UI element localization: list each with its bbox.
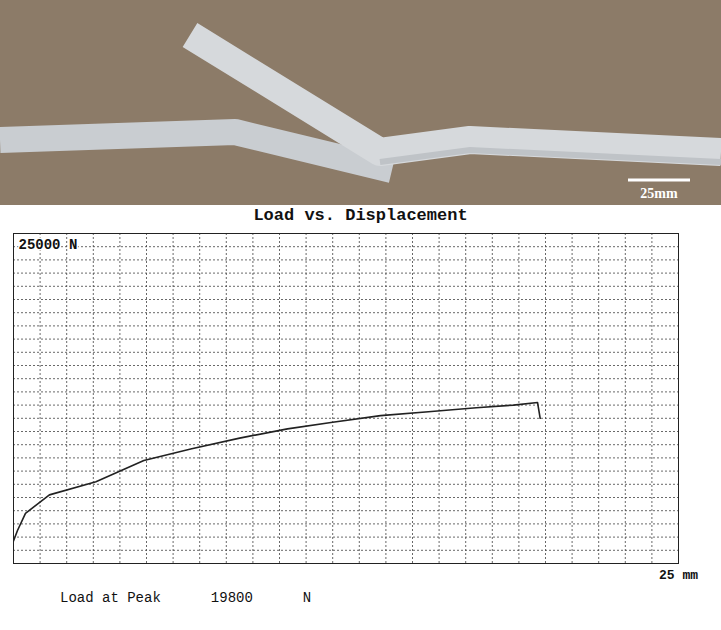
svg-text:25 mm: 25 mm bbox=[659, 568, 698, 583]
html-text:N: N bbox=[302, 590, 312, 606]
html-text:19800: 19800 bbox=[210, 590, 253, 606]
svg-text:25000 N: 25000 N bbox=[19, 237, 78, 253]
html-text:Load at Peak: Load at Peak bbox=[60, 590, 161, 606]
html-text:Load vs. Displacement: Load vs. Displacement bbox=[253, 206, 468, 225]
svg-text:25mm: 25mm bbox=[640, 186, 678, 201]
